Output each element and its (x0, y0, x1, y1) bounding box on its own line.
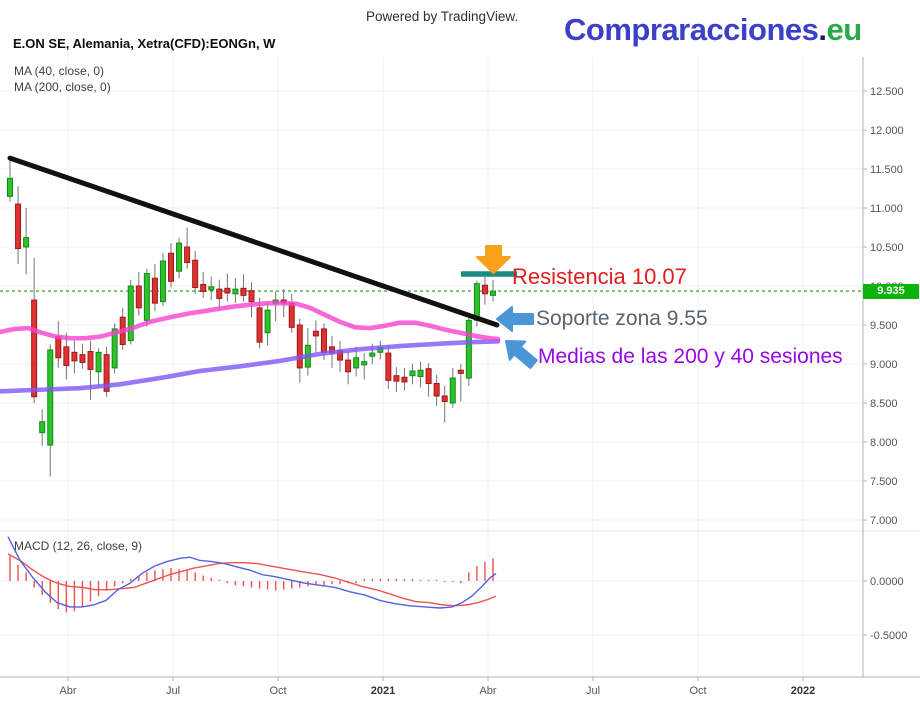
moving-averages (0, 300, 501, 394)
macd-indicator-label: MACD (12, 26, close, 9) (14, 539, 143, 553)
svg-text:10.500: 10.500 (870, 242, 904, 254)
support-annotation-text: Soporte zona 9.55 (536, 307, 708, 330)
svg-text:Oct: Oct (689, 685, 706, 697)
svg-text:11.500: 11.500 (870, 164, 903, 176)
svg-text:Oct: Oct (269, 685, 286, 697)
svg-text:8.000: 8.000 (870, 437, 898, 449)
svg-text:11.000: 11.000 (870, 203, 903, 215)
blue-upleft-arrow-icon (505, 340, 538, 369)
svg-text:-0.5000: -0.5000 (870, 630, 907, 642)
axis-frame (0, 57, 920, 678)
candlestick-series (7, 159, 496, 477)
powered-by-text: Powered by TradingView. (366, 9, 519, 24)
ma200-indicator-label: MA (200, close, 0) (14, 80, 111, 94)
svg-text:12.000: 12.000 (870, 125, 904, 137)
svg-text:7.500: 7.500 (870, 476, 898, 488)
logo-text-tld: eu (826, 12, 863, 47)
resistance-annotation-text: Resistencia 10.07 (512, 264, 687, 289)
logo-text-main: Compraracciones (564, 12, 819, 47)
ma40-line (0, 300, 501, 342)
macd-signal-line (7, 553, 497, 607)
macd-main-line (7, 536, 497, 609)
site-logo[interactable]: Compraracciones.eu (564, 12, 862, 48)
svg-text:8.500: 8.500 (870, 398, 898, 410)
ma40-indicator-label: MA (40, close, 0) (14, 64, 105, 78)
svg-text:Abr: Abr (59, 685, 76, 697)
symbol-title: E.ON SE, Alemania, Xetra(CFD):EONGn, W (13, 36, 276, 51)
svg-text:7.000: 7.000 (870, 515, 898, 527)
svg-text:2022: 2022 (791, 685, 815, 697)
svg-text:Abr: Abr (479, 685, 496, 697)
svg-text:Jul: Jul (166, 685, 180, 697)
averages-annotation-text: Medias de las 200 y 40 sesiones (538, 345, 843, 368)
svg-text:Jul: Jul (586, 685, 600, 697)
svg-text:12.500: 12.500 (870, 86, 904, 98)
macd-pane (7, 536, 497, 613)
blue-left-arrow-icon (496, 306, 534, 332)
svg-text:2021: 2021 (371, 685, 395, 697)
orange-down-arrow-icon (476, 245, 511, 274)
svg-text:0.0000: 0.0000 (870, 576, 904, 588)
descending-trendline[interactable] (7, 155, 500, 328)
grid-lines (0, 57, 920, 677)
price-axis[interactable]: 12.50012.00011.50011.00010.50010.0009.50… (863, 86, 907, 642)
svg-text:9.000: 9.000 (870, 359, 898, 371)
ma200-line (0, 339, 501, 394)
svg-text:9.500: 9.500 (870, 320, 898, 332)
logo-dot: . (818, 12, 827, 47)
time-axis[interactable]: Abr Jul Oct 2021 Abr Jul Oct 2022 (59, 677, 815, 697)
last-price-badge: 9.935 (863, 284, 919, 299)
